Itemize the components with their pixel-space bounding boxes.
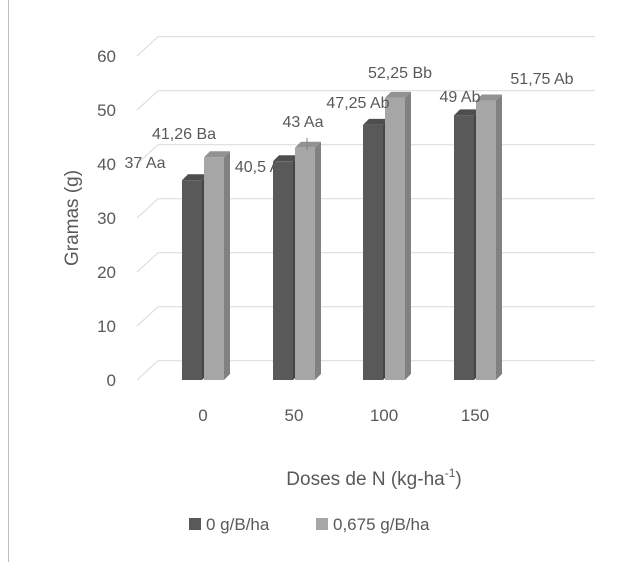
y-tick-label: 30 (97, 209, 116, 228)
legend-swatch-series-2 (316, 518, 328, 530)
bar-top (295, 141, 321, 148)
x-tick-label: 0 (198, 406, 207, 425)
data-label: 43 Aa (283, 114, 324, 131)
x-tick-label: 100 (370, 406, 398, 425)
bar-front (385, 97, 405, 380)
bar-top (204, 151, 230, 158)
legend: 0 g/B/ha 0,675 g/B/ha (189, 515, 430, 534)
y-axis-title: Gramas (g) (62, 170, 83, 266)
bar-front (454, 115, 474, 381)
bar-top (363, 118, 389, 125)
bar-top (476, 94, 502, 101)
bars (182, 91, 502, 381)
gridline-0 (136, 360, 595, 381)
x-tick-label: 150 (461, 406, 489, 425)
gridline-50 (136, 90, 595, 111)
bar-front (273, 161, 293, 380)
bar-side (496, 94, 502, 381)
bar-2-50 (295, 141, 321, 380)
bar-top (385, 91, 411, 98)
legend-item-series-1: 0 g/B/ha (189, 515, 270, 534)
bar-top (182, 174, 208, 181)
y-tick-label: 20 (97, 263, 116, 282)
gridline-30 (136, 198, 595, 219)
bar-front (295, 147, 315, 380)
x-axis-title-suffix: ) (455, 469, 461, 490)
x-tick-label: 50 (285, 406, 304, 425)
bar-front (182, 180, 202, 380)
bar-side (224, 151, 230, 380)
grid-lines (136, 36, 595, 381)
x-axis-title: Doses de N (kg-ha-1) (286, 466, 461, 490)
gridline-10 (136, 306, 595, 327)
y-tick-label: 0 (107, 371, 116, 390)
bar-front (476, 100, 496, 381)
bar-front (204, 157, 224, 380)
legend-label-series-1: 0 g/B/ha (206, 515, 270, 534)
y-tick-label: 60 (97, 47, 116, 66)
bar-top (273, 155, 299, 162)
bar-side (405, 91, 411, 380)
y-tick-label: 10 (97, 317, 116, 336)
bar-top (454, 109, 480, 116)
bar-2-0 (204, 151, 230, 380)
legend-swatch-series-1 (189, 518, 201, 530)
x-axis-title-main: Doses de N (kg-ha (286, 469, 445, 490)
data-label: 51,75 Ab (510, 71, 573, 88)
gridline-40 (136, 144, 595, 165)
data-label: 41,26 Ba (152, 126, 216, 143)
x-axis-ticks: 0 50 100 150 (198, 406, 489, 425)
y-axis-ticks: 0 10 20 30 40 50 60 (97, 47, 116, 390)
data-label: 40,5 Aa (235, 159, 289, 176)
data-label: 47,25 Ab (326, 95, 389, 112)
bar-side (315, 141, 321, 380)
gridline-20 (136, 252, 595, 273)
chart-frame (8, 0, 613, 562)
data-label: 52,25 Bb (368, 65, 432, 82)
data-label: 37 Aa (125, 155, 166, 172)
bar-2-100 (385, 91, 411, 380)
y-tick-label: 40 (97, 155, 116, 174)
bar-2-150 (476, 94, 502, 381)
bar-front (363, 124, 383, 380)
legend-label-series-2: 0,675 g/B/ha (333, 515, 430, 534)
legend-item-series-2: 0,675 g/B/ha (316, 515, 430, 534)
x-axis-title-superscript: -1 (445, 466, 456, 480)
data-label: 49 Ab (440, 89, 481, 106)
gridline-60 (136, 36, 595, 57)
y-tick-label: 50 (97, 101, 116, 120)
